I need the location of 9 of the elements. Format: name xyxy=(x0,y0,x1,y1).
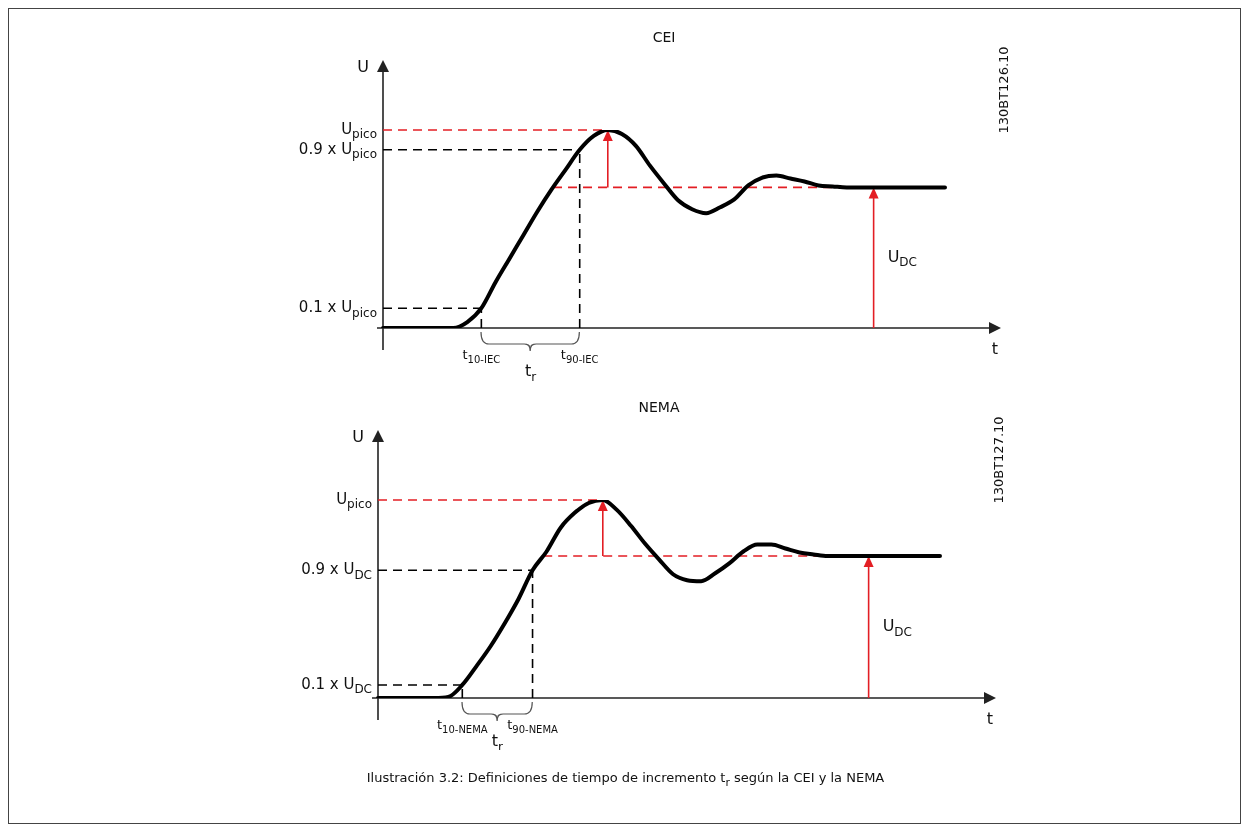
x-axis-title: t xyxy=(986,709,994,729)
text: 130BT127.10 xyxy=(991,416,1007,504)
y-axis-title: U xyxy=(357,57,370,77)
chart-title: NEMA xyxy=(638,398,680,415)
text: 130BT126.10 xyxy=(996,46,1012,134)
chart-title: CEI xyxy=(652,28,676,45)
text: Ilustración 3.2: Definiciones de tiempo de incremento t$_{r}$ según la CEI y la NEMA xyxy=(365,770,886,789)
x-axis-title: t xyxy=(991,339,999,359)
y-axis-title: U xyxy=(352,427,365,447)
